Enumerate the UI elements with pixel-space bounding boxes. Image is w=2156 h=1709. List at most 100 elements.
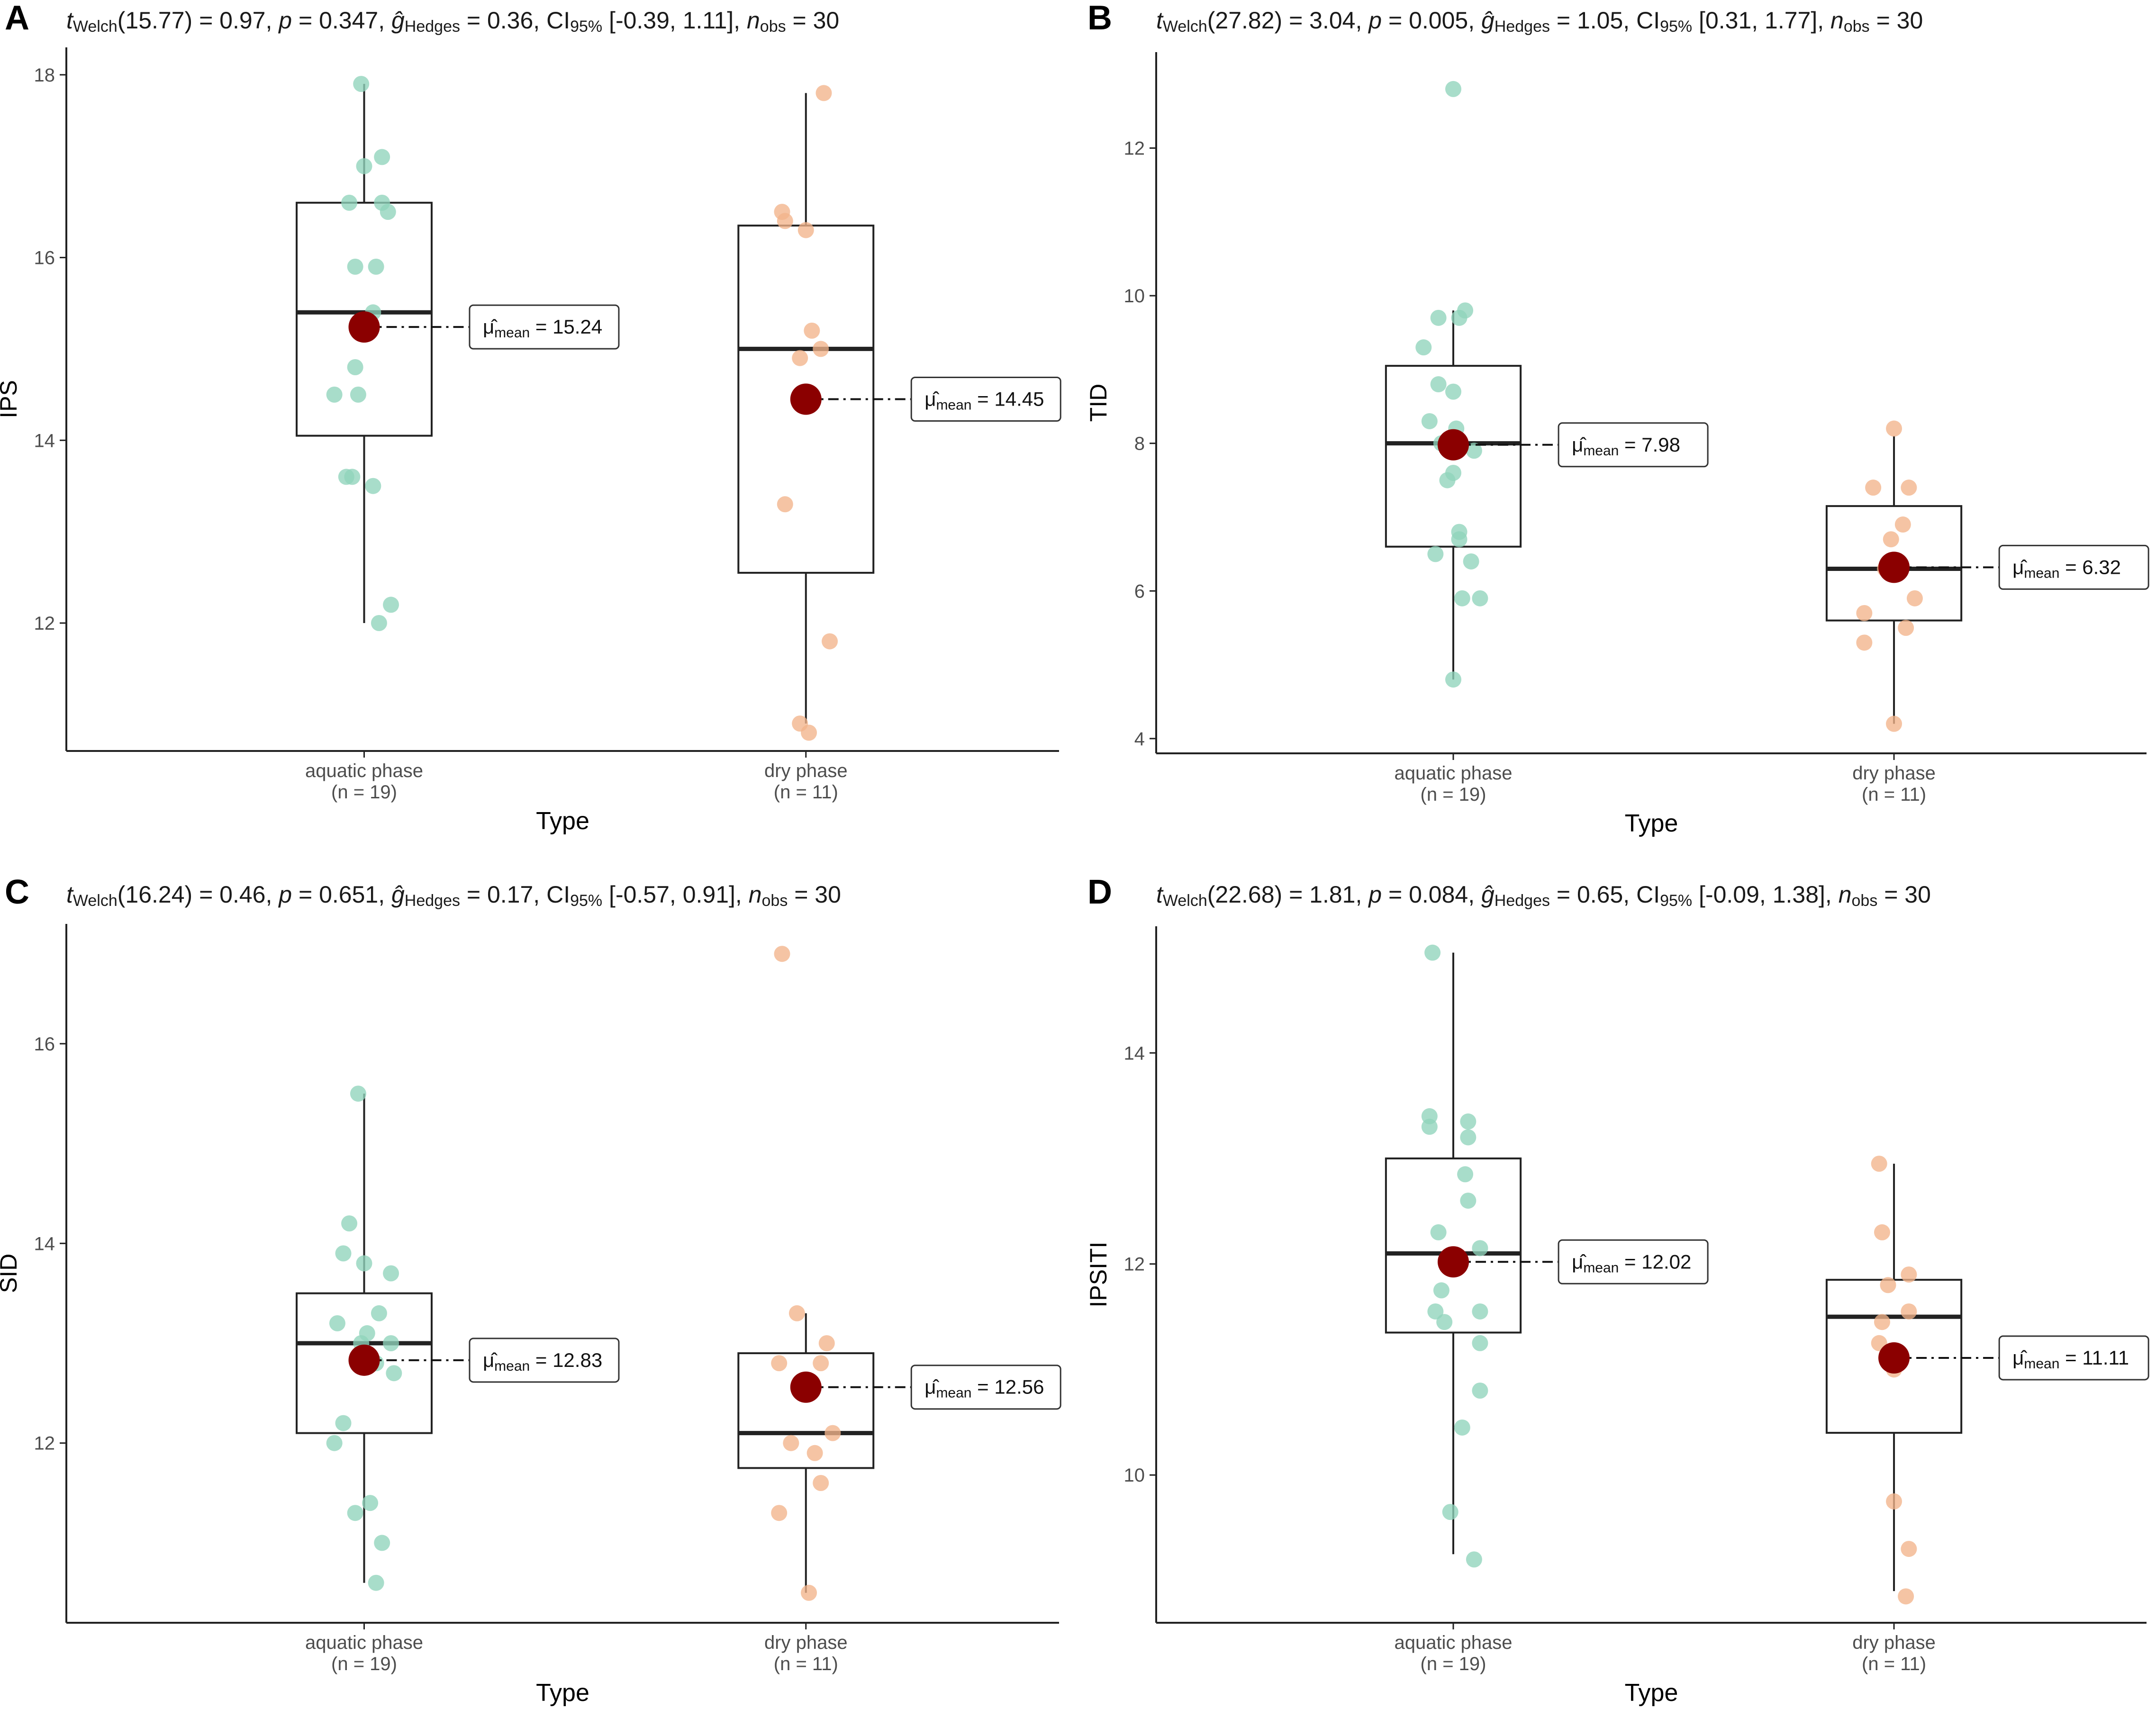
data-point <box>365 478 381 494</box>
box-iqr <box>1385 1157 1522 1334</box>
y-tick-label: 8 <box>1134 434 1145 454</box>
data-point <box>1856 634 1873 651</box>
y-axis-title: SID <box>0 1254 22 1293</box>
stat-subtitle-part: Welch <box>1163 892 1207 910</box>
data-point <box>822 633 838 650</box>
mean-label: μ̂mean = 6.32 <box>2012 556 2121 581</box>
stat-subtitle-part: obs <box>1852 892 1878 910</box>
data-point <box>341 1215 358 1232</box>
data-point <box>1445 81 1461 97</box>
box-iqr <box>296 201 433 437</box>
data-point <box>356 158 372 174</box>
mean-label-box <box>469 1338 620 1383</box>
stat-subtitle-part: p <box>1368 7 1382 34</box>
data-point <box>326 386 343 403</box>
stat-subtitle-part: ĝ <box>1481 7 1495 34</box>
data-point <box>380 204 396 220</box>
data-point <box>783 1435 799 1451</box>
stat-subtitle-part: Hedges <box>1495 18 1550 36</box>
group-aquatic: aquatic phase(n = 19) μ̂mean = 12.02 <box>1385 944 1709 1674</box>
data-point <box>1886 1493 1902 1510</box>
mean-label-value: = 6.32 <box>2059 556 2121 578</box>
data-point <box>1460 1113 1477 1130</box>
x-tick-label: aquatic phase <box>305 1632 423 1653</box>
stat-subtitle-part: (16.24) = 0.46, <box>118 881 279 908</box>
data-point <box>788 1305 805 1321</box>
stat-subtitle-part: n <box>747 7 760 34</box>
data-point <box>1427 546 1444 562</box>
stat-subtitle-part: ĝ <box>1481 881 1495 908</box>
y-tick-label: 12 <box>1124 138 1145 159</box>
data-point <box>1460 1129 1477 1146</box>
mean-label-box <box>910 377 1061 422</box>
stat-subtitle-part: = 0.005, <box>1382 7 1481 34</box>
data-point <box>1901 1541 1917 1557</box>
data-point <box>326 1435 343 1451</box>
mean-label-box <box>1558 1239 1709 1284</box>
data-point <box>350 1085 366 1102</box>
stat-subtitle-part: = 0.36, CI <box>460 7 570 34</box>
mean-label-value: = 12.56 <box>971 1376 1044 1398</box>
data-point <box>1430 376 1447 393</box>
mean-point <box>1878 552 1910 583</box>
data-point <box>1472 1383 1488 1399</box>
mean-label: μ̂mean = 12.83 <box>483 1349 602 1374</box>
x-axis-title: Type <box>1625 810 1678 837</box>
data-point <box>1466 1551 1482 1568</box>
data-point <box>804 322 820 339</box>
mean-label-box <box>1558 422 1709 468</box>
group-aquatic: aquatic phase(n = 19) μ̂mean = 7.98 <box>1385 81 1709 805</box>
data-point <box>1865 479 1882 496</box>
data-point <box>1457 1166 1474 1183</box>
data-point <box>1424 944 1441 961</box>
data-point <box>1454 590 1470 606</box>
data-point <box>344 469 361 485</box>
group-aquatic: aquatic phase(n = 19) μ̂mean = 15.24 <box>296 76 620 803</box>
data-point <box>1901 1266 1917 1283</box>
data-point <box>818 1335 835 1351</box>
mean-label-value: = 11.11 <box>2059 1347 2129 1369</box>
box-iqr <box>1825 505 1963 622</box>
mean-label-value: = 15.24 <box>530 316 602 338</box>
data-point <box>1901 479 1917 496</box>
x-tick-n-label: (n = 11) <box>774 1654 838 1674</box>
data-point <box>1898 620 1914 636</box>
panel-letter: C <box>5 873 29 911</box>
mean-point <box>790 383 822 415</box>
data-point <box>1436 1314 1453 1330</box>
y-tick-label: 12 <box>34 613 55 634</box>
stat-subtitle-part: (22.68) = 1.81, <box>1207 881 1369 908</box>
stat-subtitle-part: 95% <box>1660 18 1692 36</box>
mean-label: μ̂mean = 15.24 <box>483 316 602 341</box>
mean-label: μ̂mean = 12.56 <box>924 1376 1044 1401</box>
data-point <box>1421 413 1438 429</box>
stat-subtitle-part: (27.82) = 3.04, <box>1207 7 1369 34</box>
y-tick-label: 18 <box>34 65 55 86</box>
y-tick-label: 16 <box>34 1034 55 1055</box>
mean-point <box>348 1344 380 1376</box>
box-iqr <box>737 1352 875 1469</box>
mean-label-box <box>1998 544 2149 590</box>
mean-label-sub: mean <box>494 325 530 341</box>
panel-letter: B <box>1087 0 1112 37</box>
stat-subtitle-part: obs <box>762 892 788 910</box>
mean-point <box>1438 429 1469 461</box>
x-tick-n-label: (n = 19) <box>1421 1654 1486 1674</box>
stat-subtitle-part: n <box>749 881 762 908</box>
x-tick-label: aquatic phase <box>305 760 423 781</box>
stat-subtitle-part: 95% <box>570 18 602 36</box>
stat-subtitle-part: p <box>278 7 292 34</box>
stat-subtitle-part: Hedges <box>405 892 460 910</box>
data-point <box>1886 420 1902 437</box>
data-point <box>1883 531 1899 548</box>
stat-subtitle: tWelch(27.82) = 3.04, p = 0.005, ĝHedges… <box>1156 7 1923 36</box>
x-tick-n-label: (n = 11) <box>1862 1654 1926 1674</box>
data-point <box>1901 1303 1917 1320</box>
stat-subtitle-part: = 30 <box>1870 7 1923 34</box>
mean-point <box>348 311 380 343</box>
x-tick-n-label: (n = 11) <box>1862 784 1926 805</box>
stat-subtitle-part: ĝ <box>391 7 405 34</box>
data-point <box>1430 309 1447 326</box>
